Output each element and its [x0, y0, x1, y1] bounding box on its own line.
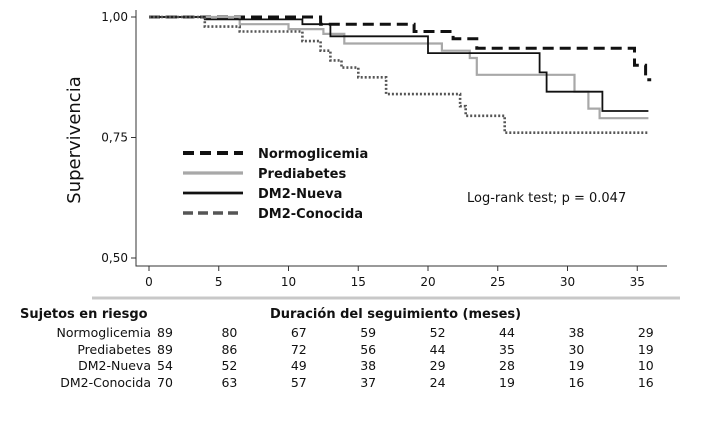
y-axis-label: Supervivencia: [64, 76, 85, 203]
risk-value: 70: [157, 374, 173, 390]
risk-value: 67: [290, 325, 307, 340]
risk-value: 52: [221, 358, 238, 373]
series-line-prediabetes: [149, 15, 649, 120]
risk-row: DM2-Conocida 70 63 57 37 24 19 16 16: [0, 375, 708, 391]
legend-label-normoglicemia: Normoglicemia: [258, 147, 368, 162]
risk-value: 10: [637, 358, 654, 373]
risk-value: 19: [637, 341, 654, 357]
risk-value: 63: [221, 374, 238, 390]
risk-value: 44: [429, 341, 446, 357]
y-tick-label: 0,50: [101, 251, 128, 265]
risk-value: 24: [429, 374, 446, 390]
risk-value: 16: [637, 374, 654, 390]
survival-chart: 1,00 0,75 0,50 0 5 10 15 20 25 30 35 Supervivencia N…: [64, 10, 680, 300]
x-tick-label: 20: [420, 275, 435, 289]
x-tick-label: 35: [630, 275, 645, 289]
risk-value: 38: [568, 325, 585, 340]
risk-value: 57: [290, 374, 307, 390]
risk-value: 16: [568, 374, 585, 390]
legend-label-dm2-nueva: DM2-Nueva: [258, 187, 342, 202]
risk-row-label: DM2-Nueva: [78, 358, 151, 373]
risk-value: 44: [499, 325, 515, 340]
risk-row: DM2-Nueva 54 52 49 38 29 28 19 10: [0, 358, 708, 374]
risk-value: 30: [568, 341, 585, 357]
risk-row: Normoglicemia 89 80 67 59 52 44 38 29: [0, 325, 708, 341]
x-tick-label: 15: [351, 275, 366, 289]
x-axis-label: Duración del seguimiento (meses): [270, 307, 522, 322]
legend-label-dm2-conocida: DM2-Conocida: [258, 207, 363, 222]
x-tick-label: 25: [490, 275, 505, 289]
risk-value: 29: [429, 358, 446, 373]
y-tick-label: 1,00: [101, 10, 128, 24]
axes-frame: [135, 10, 667, 267]
x-tick-label: 5: [215, 275, 223, 289]
x-tick-label: 10: [281, 275, 296, 289]
risk-row-label: Normoglicemia: [56, 325, 152, 340]
x-tick-label: 30: [560, 275, 575, 289]
risk-value: 35: [499, 341, 515, 357]
risk-value: 38: [360, 358, 377, 373]
risk-value: 19: [568, 358, 585, 373]
series-line-dm2-conocida: [149, 15, 649, 134]
risk-value: 19: [499, 374, 515, 390]
x-tick-label: 0: [145, 275, 153, 289]
risk-table-title: Sujetos en riesgo: [20, 307, 148, 322]
risk-value: 89: [157, 325, 173, 340]
log-rank-annotation: Log-rank test; p = 0.047: [467, 191, 626, 206]
risk-value: 89: [157, 341, 173, 357]
risk-value: 72: [290, 341, 307, 357]
risk-row: Prediabetes 89 86 72 56 44 35 30 19: [0, 342, 708, 358]
risk-value: 29: [637, 325, 654, 340]
series-line-dm2-nueva: [149, 16, 649, 112]
legend-label-prediabetes: Prediabetes: [258, 167, 346, 182]
risk-value: 49: [290, 358, 307, 373]
risk-value: 80: [221, 325, 238, 340]
risk-row-label: DM2-Conocida: [60, 374, 151, 390]
risk-value: 52: [429, 325, 446, 340]
risk-value: 86: [221, 341, 238, 357]
risk-row-label: Prediabetes: [77, 341, 151, 357]
risk-value: 28: [499, 358, 515, 373]
risk-value: 37: [360, 374, 377, 390]
y-tick-label: 0,75: [101, 131, 128, 145]
risk-value: 59: [360, 325, 377, 340]
risk-value: 56: [360, 341, 377, 357]
risk-value: 54: [157, 358, 173, 373]
series-line-normoglicemia: [149, 15, 652, 82]
